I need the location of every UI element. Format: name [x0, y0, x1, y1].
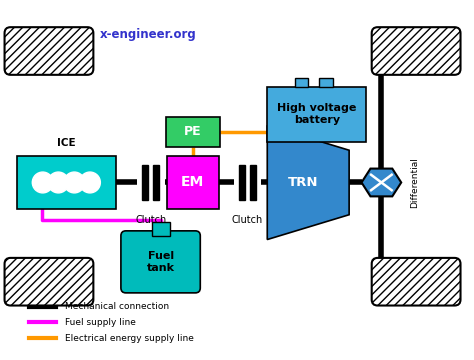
Text: TRN: TRN: [288, 176, 319, 189]
Bar: [17, 157, 116, 208]
FancyBboxPatch shape: [5, 27, 93, 75]
Polygon shape: [362, 168, 401, 196]
Bar: [294, 78, 309, 87]
FancyBboxPatch shape: [372, 258, 461, 306]
Polygon shape: [267, 125, 349, 239]
FancyBboxPatch shape: [5, 258, 93, 306]
Text: Clutch: Clutch: [232, 215, 263, 225]
Bar: [267, 87, 366, 141]
Text: ICE: ICE: [57, 138, 76, 148]
Text: Electrical energy supply line: Electrical energy supply line: [65, 334, 194, 343]
Circle shape: [80, 172, 100, 193]
Bar: [153, 165, 159, 200]
Text: Fuel supply line: Fuel supply line: [65, 318, 136, 327]
FancyBboxPatch shape: [121, 231, 201, 293]
Text: x-engineer.org: x-engineer.org: [100, 28, 197, 41]
Bar: [319, 78, 333, 87]
Circle shape: [64, 172, 85, 193]
Bar: [165, 117, 220, 147]
Bar: [152, 222, 170, 236]
FancyBboxPatch shape: [372, 27, 461, 75]
Text: Differential: Differential: [410, 157, 419, 208]
Text: Mechanical connection: Mechanical connection: [65, 302, 169, 311]
Bar: [250, 165, 256, 200]
Bar: [239, 165, 245, 200]
Text: Clutch: Clutch: [135, 215, 166, 225]
Text: High voltage
battery: High voltage battery: [277, 103, 356, 125]
Text: Fuel
tank: Fuel tank: [146, 251, 174, 273]
Circle shape: [32, 172, 53, 193]
Circle shape: [48, 172, 69, 193]
Text: EM: EM: [181, 175, 204, 189]
Bar: [142, 165, 148, 200]
Text: PE: PE: [184, 125, 201, 138]
Bar: [167, 157, 219, 208]
